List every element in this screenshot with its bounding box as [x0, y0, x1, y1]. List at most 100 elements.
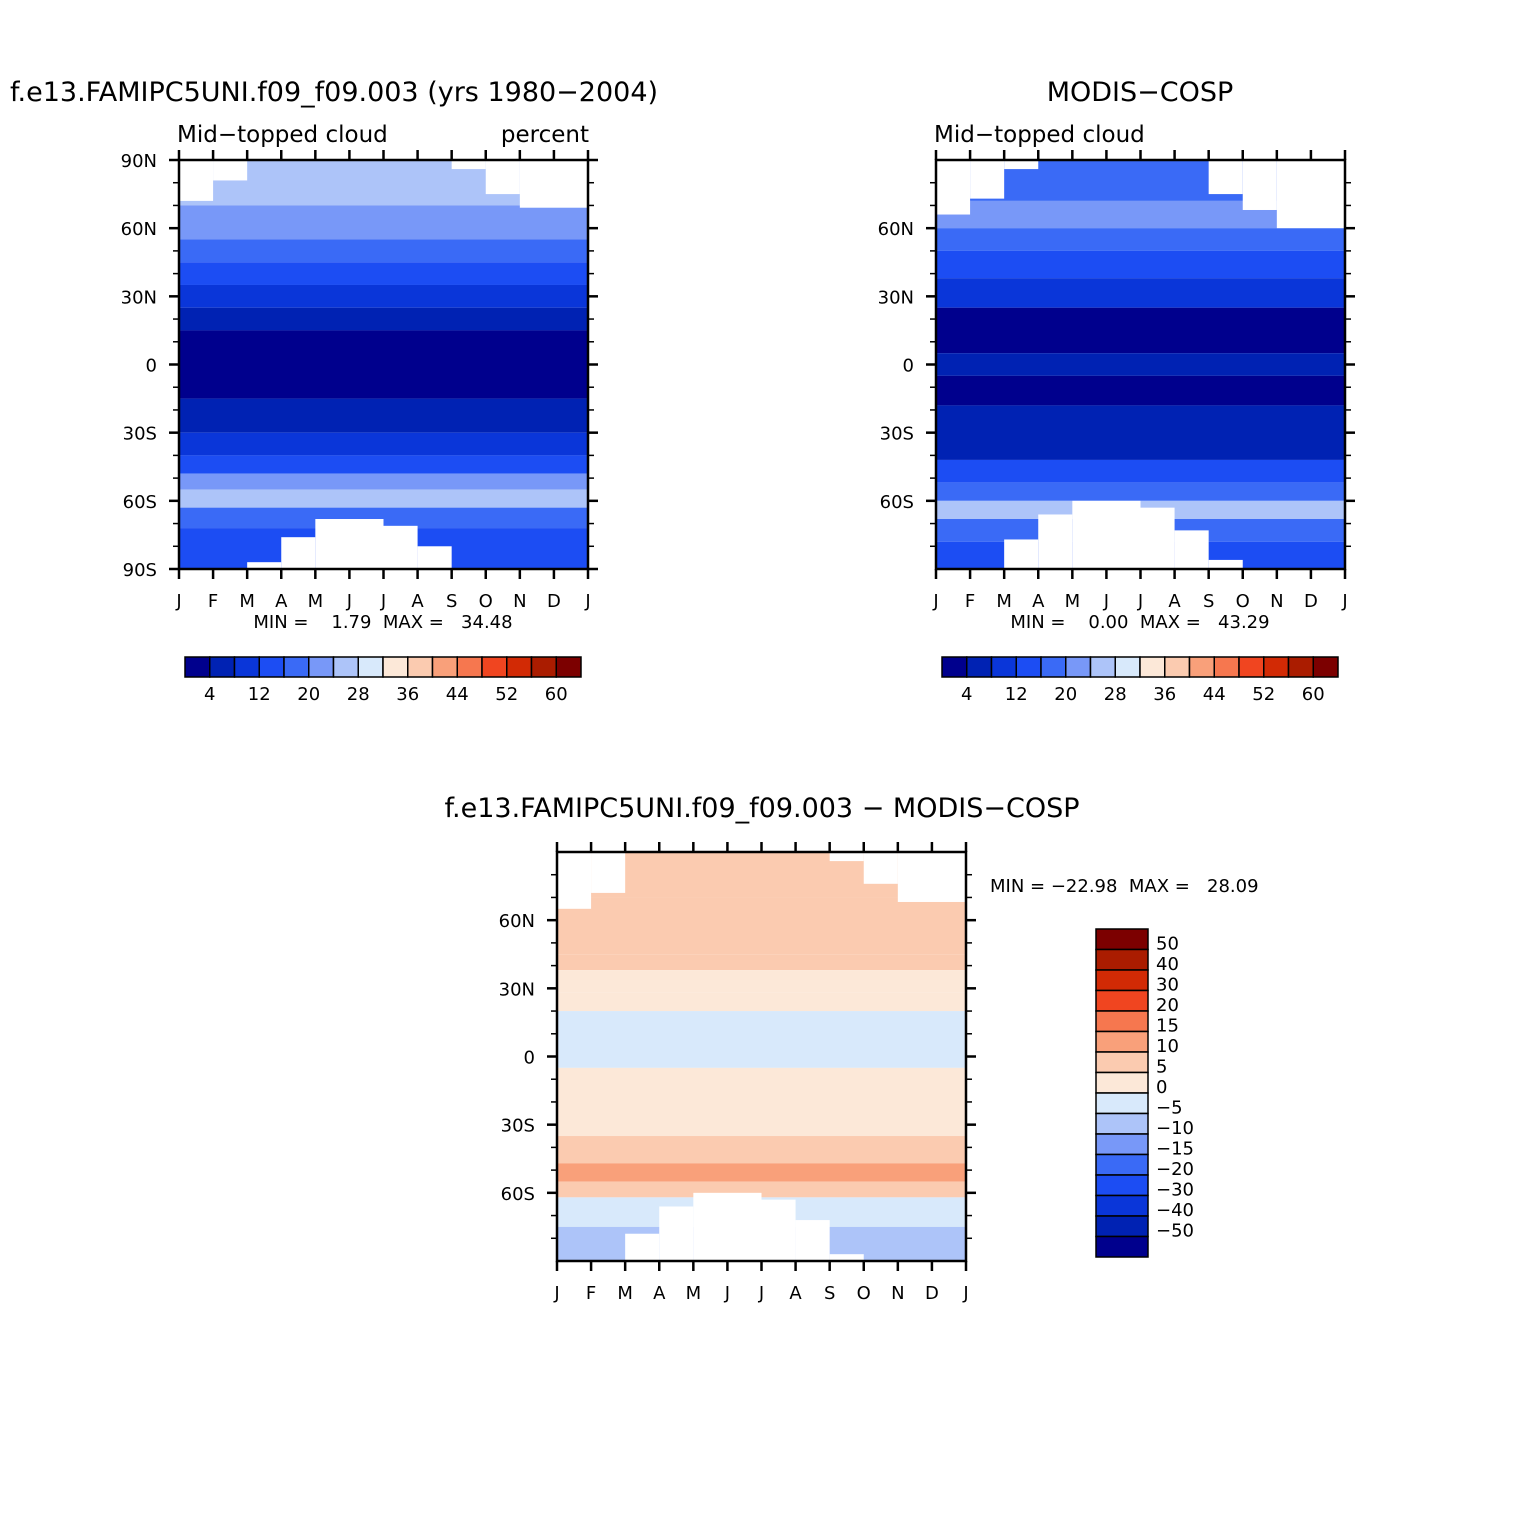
- colorbar-swatch: [1095, 969, 1149, 992]
- colorbar-swatch: [1095, 1051, 1149, 1074]
- colorbar-swatch: [1095, 1071, 1149, 1094]
- colorbar-label: −40: [1156, 1200, 1194, 1221]
- colorbar-label: 52: [495, 684, 518, 705]
- colorbar-label: 40: [1156, 954, 1179, 975]
- missing-data: [625, 1233, 660, 1261]
- colorbar-swatch: [555, 656, 582, 678]
- x-tick-label: F: [208, 591, 218, 612]
- colorbar-swatch: [1213, 656, 1240, 678]
- contour-band: [179, 239, 588, 263]
- colorbar-swatch: [1095, 1153, 1149, 1176]
- contour-band: [179, 284, 588, 308]
- colorbar-swatch: [1095, 989, 1149, 1012]
- x-tick-label: N: [891, 1283, 904, 1304]
- colorbar-label: 20: [1156, 995, 1179, 1016]
- colorbar-label: −20: [1156, 1159, 1194, 1180]
- colorbar-label: 4: [961, 684, 972, 705]
- y-tick-label: 30N: [499, 979, 535, 1000]
- x-tick-label: M: [239, 591, 255, 612]
- colorbar-swatch: [431, 656, 458, 678]
- contour-band: [936, 250, 1345, 279]
- missing-data: [1004, 160, 1039, 170]
- colorbar-swatch: [1188, 656, 1215, 678]
- contour-band: [179, 473, 588, 490]
- missing-data: [693, 1192, 762, 1261]
- x-tick-label: D: [547, 591, 561, 612]
- colorbar-swatch: [530, 656, 557, 678]
- contour-band: [936, 278, 1345, 308]
- missing-data: [897, 852, 966, 902]
- colorbar-label: −5: [1156, 1098, 1183, 1119]
- y-tick-label: 0: [146, 356, 157, 377]
- colorbar-label: 12: [1005, 684, 1028, 705]
- colorbar-label: 28: [1104, 684, 1127, 705]
- colorbar-swatch: [1095, 1215, 1149, 1238]
- y-tick-label: 60S: [501, 1184, 535, 1205]
- missing-data: [417, 546, 452, 569]
- colorbar-swatch: [1095, 1133, 1149, 1156]
- y-tick-label: 90S: [123, 560, 157, 581]
- colorbar-swatch: [506, 656, 533, 678]
- x-tick-label: N: [513, 591, 526, 612]
- contour-band: [936, 307, 1345, 354]
- x-tick-label: J: [1103, 591, 1109, 612]
- colorbar-swatch: [990, 656, 1017, 678]
- colorbar-swatch: [941, 656, 968, 678]
- colorbar-swatch: [283, 656, 310, 678]
- colorbar-swatch: [382, 656, 409, 678]
- contour-band: [179, 205, 588, 240]
- missing-data: [451, 160, 486, 170]
- colorbar-label: 0: [1156, 1077, 1167, 1098]
- missing-data: [519, 160, 588, 208]
- x-tick-label: A: [275, 591, 288, 612]
- contour-band: [557, 970, 966, 993]
- colorbar-label: 4: [204, 684, 215, 705]
- missing-data: [1208, 160, 1243, 195]
- colorbar-swatch: [456, 656, 483, 678]
- x-tick-label: M: [308, 591, 324, 612]
- contour-band: [936, 228, 1345, 251]
- model-right-label: percent: [501, 122, 589, 148]
- colorbar-label: 20: [297, 684, 320, 705]
- colorbar-label: 5: [1156, 1057, 1167, 1078]
- missing-data: [795, 1220, 830, 1261]
- missing-data: [1072, 500, 1141, 569]
- colorbar-swatch: [1095, 1010, 1149, 1033]
- missing-data: [591, 852, 626, 893]
- missing-data: [281, 537, 316, 569]
- missing-data: [761, 1199, 796, 1261]
- colorbar-swatch: [1139, 656, 1166, 678]
- x-tick-label: A: [1168, 591, 1181, 612]
- contour-band: [179, 330, 588, 399]
- diff-stats: MIN = −22.98 MAX = 28.09: [990, 876, 1259, 897]
- y-tick-label: 0: [524, 1048, 535, 1069]
- colorbar-swatch: [1095, 1112, 1149, 1135]
- y-tick-label: 60S: [123, 492, 157, 513]
- y-tick-label: 30N: [878, 287, 914, 308]
- x-tick-label: F: [965, 591, 975, 612]
- contour-band: [936, 405, 1345, 460]
- missing-data: [936, 160, 971, 215]
- contour-band: [557, 1136, 966, 1164]
- x-tick-label: J: [553, 1283, 559, 1304]
- colorbar-swatch: [1312, 656, 1339, 678]
- colorbar-swatch: [1287, 656, 1314, 678]
- obs-title: MODIS−COSP: [1047, 77, 1234, 108]
- obs-left-label: Mid−topped cloud: [934, 122, 1145, 148]
- colorbar-swatch: [1015, 656, 1042, 678]
- missing-data: [1276, 160, 1345, 229]
- x-tick-label: A: [789, 1283, 802, 1304]
- contour-band: [179, 489, 588, 508]
- missing-data: [1038, 514, 1073, 569]
- colorbar-swatch: [258, 656, 285, 678]
- colorbar-swatch: [1095, 948, 1149, 971]
- colorbar-label: 60: [545, 684, 568, 705]
- contour-band: [936, 482, 1345, 501]
- contour-band: [557, 992, 966, 1012]
- contour-band: [179, 432, 588, 456]
- contour-band: [179, 507, 588, 529]
- missing-data: [829, 852, 864, 862]
